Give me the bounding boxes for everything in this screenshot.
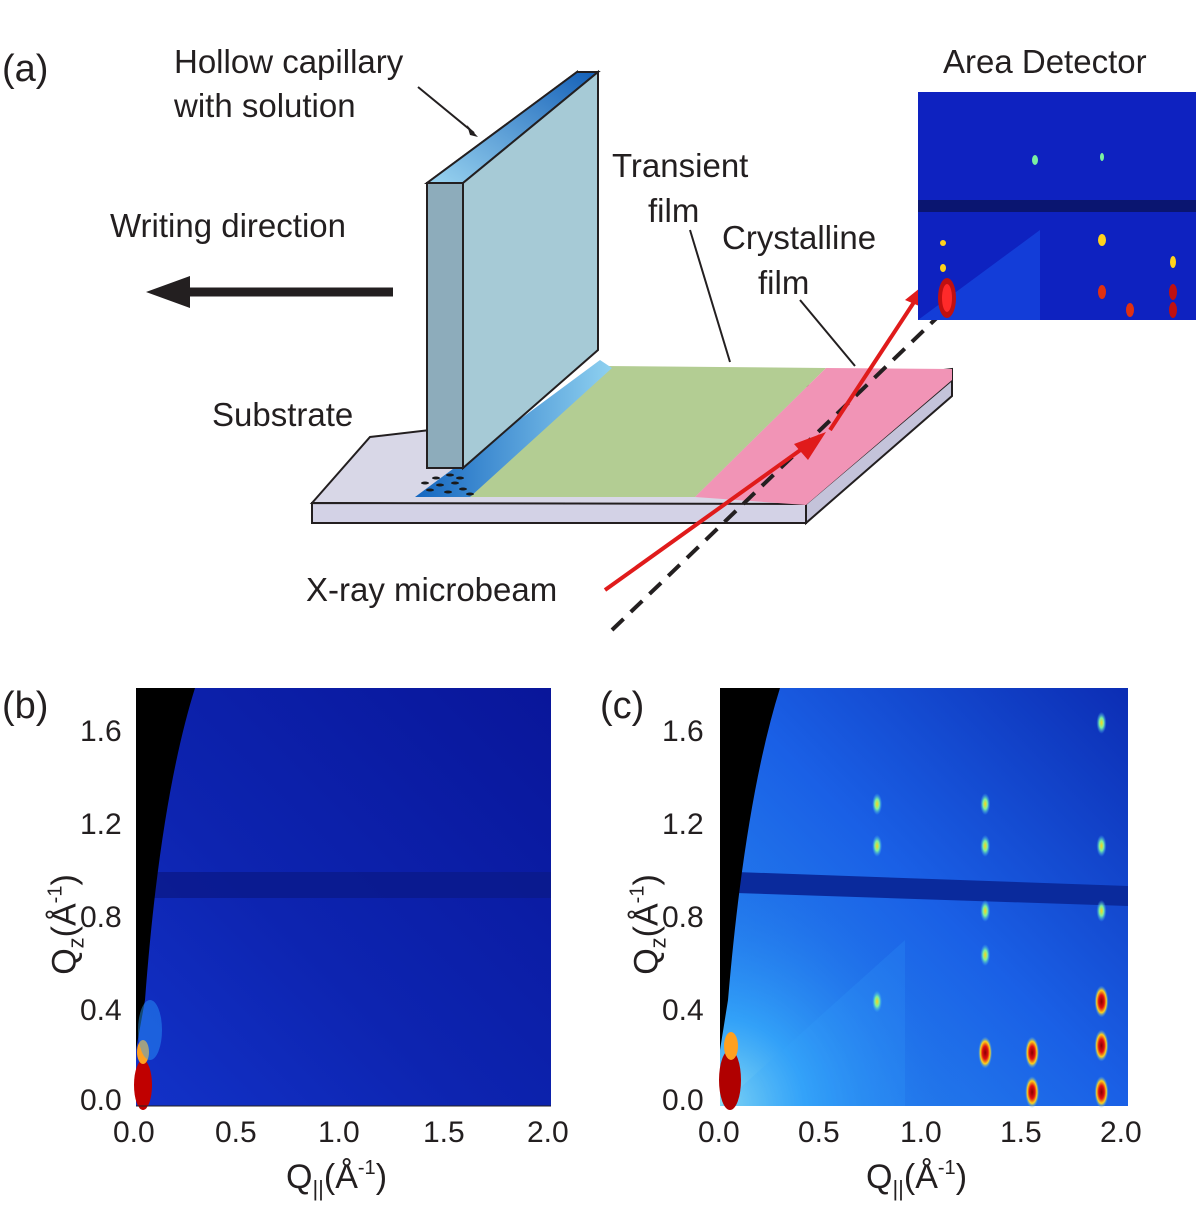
b-x-tick-2.0: 2.0	[527, 1116, 569, 1149]
crystalline-label-line2: film	[758, 264, 810, 301]
c-y-tick-0.8: 0.8	[662, 901, 704, 934]
b-x-tick-0.5: 0.5	[215, 1116, 257, 1149]
b-x-tick-0.0: 0.0	[113, 1116, 155, 1149]
b-y-tick-1.2: 1.2	[80, 808, 122, 841]
peak-c-11	[1094, 1029, 1109, 1062]
xray-microbeam-label: X-ray microbeam	[306, 571, 558, 608]
panel-c-letter: (c)	[600, 685, 645, 727]
c-y-tick-0.0: 0.0	[662, 1084, 704, 1117]
transient-label-line1: Transient	[612, 147, 749, 184]
c-x-tick-1.0: 1.0	[900, 1116, 942, 1149]
c-y-tick-1.2: 1.2	[662, 808, 704, 841]
panel-a-letter: (a)	[2, 48, 49, 90]
panel-b-heatmap	[134, 688, 551, 1110]
peak-c-15	[1096, 711, 1107, 734]
b-y-tick-0.4: 0.4	[80, 994, 122, 1027]
peak-c-0	[872, 793, 883, 816]
crystalline-leader	[799, 299, 856, 367]
c-x-tick-0.5: 0.5	[798, 1116, 840, 1149]
c-x-tick-1.5: 1.5	[1000, 1116, 1042, 1149]
peak-c-14	[1096, 899, 1107, 922]
peak-c-5	[980, 793, 991, 816]
meniscus-crystals	[421, 473, 474, 496]
capillary-slab	[423, 69, 601, 471]
b-y-tick-0.0: 0.0	[80, 1084, 122, 1117]
peak-c-3	[980, 944, 991, 967]
transient-label-line2: film	[648, 192, 700, 229]
c-y-axis-title: Qz(Å-1)	[626, 874, 671, 975]
peak-c-9	[1025, 1076, 1040, 1109]
capillary-label-line2: with solution	[174, 87, 356, 124]
c-x-axis-title: Q||(Å-1)	[866, 1157, 968, 1201]
transient-leader	[689, 229, 731, 363]
capillary-label-line1: Hollow capillary	[174, 43, 404, 80]
c-x-tick-0.0: 0.0	[698, 1116, 740, 1149]
b-y-tick-0.8: 0.8	[80, 901, 122, 934]
writing-direction-label: Writing direction	[110, 207, 346, 244]
b-x-axis-title: Q||(Å-1)	[286, 1157, 388, 1201]
area-detector-label: Area Detector	[943, 43, 1147, 80]
peak-c-7	[980, 899, 991, 922]
panel-b-letter: (b)	[2, 685, 49, 727]
b-x-tick-1.0: 1.0	[318, 1116, 360, 1149]
peak-c-13	[1096, 834, 1107, 857]
c-y-tick-1.6: 1.6	[662, 715, 704, 748]
c-x-tick-2.0: 2.0	[1100, 1116, 1142, 1149]
panel-c-peaks	[872, 711, 1109, 1109]
b-y-tick-1.6: 1.6	[80, 715, 122, 748]
substrate-label: Substrate	[212, 396, 354, 433]
peak-c-1	[872, 834, 883, 857]
peak-c-2	[872, 990, 883, 1013]
b-x-tick-1.5: 1.5	[423, 1116, 465, 1149]
peak-c-12	[1094, 1076, 1109, 1109]
c-y-tick-0.4: 0.4	[662, 994, 704, 1027]
peak-c-8	[1025, 1036, 1040, 1069]
area-detector-image	[918, 92, 1196, 320]
capillary-leader	[417, 86, 475, 134]
writing-direction-arrow	[146, 276, 393, 308]
panel-c-heatmap	[719, 688, 1128, 1110]
crystalline-label-line1: Crystalline	[722, 219, 877, 256]
peak-c-6	[980, 834, 991, 857]
peak-c-10	[1094, 985, 1109, 1018]
b-y-axis-title: Qz(Å-1)	[44, 874, 89, 975]
peak-c-4	[978, 1036, 993, 1069]
